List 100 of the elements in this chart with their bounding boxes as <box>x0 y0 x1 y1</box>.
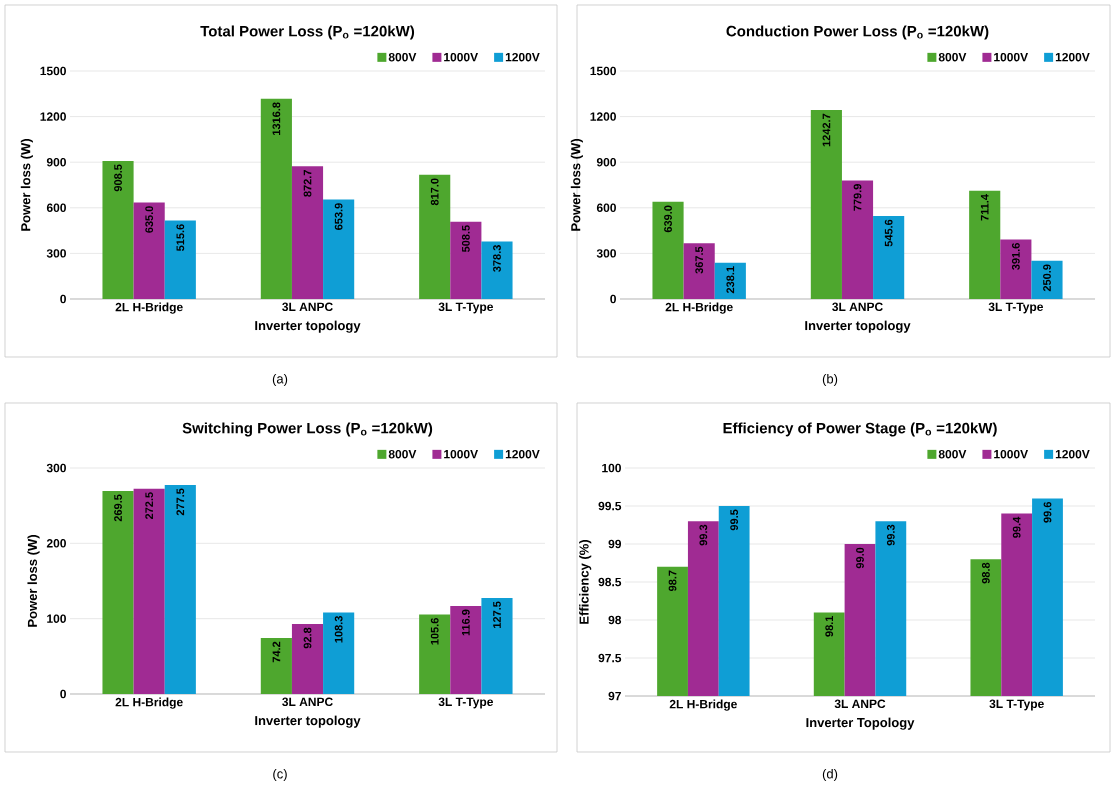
data-label: 1316.8 <box>272 102 281 135</box>
data-label: 99.5 <box>730 509 739 531</box>
y-tick-label: 99.5 <box>598 501 622 511</box>
bar <box>969 190 1001 299</box>
bar <box>810 110 842 299</box>
bar <box>1000 239 1032 299</box>
data-label: 367.5 <box>695 246 704 274</box>
chart-title: Switching Power Loss (P$_{o}$ =120kW) <box>182 422 433 437</box>
bar <box>450 221 482 299</box>
y-tick-label: 900 <box>46 157 66 167</box>
bar <box>481 597 513 694</box>
data-label: 711.4 <box>980 194 989 221</box>
chart-title: Total Power Loss (P$_{o}$ =120kW) <box>200 25 415 40</box>
data-label: 1242.7 <box>822 113 831 147</box>
data-label: 99.3 <box>886 524 895 546</box>
text: (b) <box>822 373 838 387</box>
data-label: 98.1 <box>825 615 834 637</box>
data-label: 272.5 <box>145 492 154 520</box>
x-tick-label: 3L ANPC <box>282 697 333 707</box>
bar <box>652 201 684 299</box>
data-label: 250.9 <box>1043 264 1051 292</box>
data-label: 92.8 <box>303 627 312 649</box>
bar <box>164 220 196 299</box>
y-tick-label: 97 <box>608 691 621 701</box>
chart-title: Conduction Power Loss (P$_{o}$ =120kW) <box>726 25 989 40</box>
bar <box>841 180 874 299</box>
legend-label: 1000V <box>994 449 1029 459</box>
data-label: 872.7 <box>303 170 312 197</box>
legend-label: 1200V <box>1055 52 1090 62</box>
x-tick-label: 3L T-Type <box>988 302 1043 314</box>
y-tick-label: 0 <box>60 294 66 304</box>
y-axis-title: Power loss (W) <box>20 139 33 231</box>
x-tick-label: 3L T-Type <box>438 697 493 709</box>
bar <box>450 605 482 694</box>
text: (d) <box>822 768 838 782</box>
bar <box>133 202 165 299</box>
x-tick-label: 2L H-Bridge <box>115 302 183 314</box>
legend-label: 800V <box>388 449 417 459</box>
legend-label: 1200V <box>1055 449 1090 459</box>
x-tick-label: 2L H-Bridge <box>665 302 733 314</box>
y-tick-label: 1200 <box>40 112 66 121</box>
x-tick-label: 3L ANPC <box>832 302 883 312</box>
data-label: 238.1 <box>726 266 735 294</box>
data-label: 508.5 <box>461 225 470 253</box>
data-label: 74.2 <box>272 641 281 663</box>
y-tick-label: 1200 <box>590 112 616 121</box>
data-label: 116.9 <box>461 609 470 636</box>
x-axis-title: Inverter topology <box>255 320 361 333</box>
y-tick-label: 0 <box>610 294 616 304</box>
y-tick-label: 0 <box>60 689 66 699</box>
bar <box>291 166 324 299</box>
y-tick-label: 99 <box>608 539 622 549</box>
y-tick-label: 98.5 <box>598 577 622 587</box>
legend-label: 1000V <box>444 449 479 459</box>
y-tick-label: 97.5 <box>598 653 622 663</box>
legend-label: 1000V <box>994 52 1029 62</box>
x-tick-label: 2L H-Bridge <box>669 699 737 711</box>
bar <box>291 624 324 694</box>
data-label: 908.5 <box>114 164 122 192</box>
data-label: 108.3 <box>334 616 343 643</box>
bar <box>419 614 451 694</box>
chart-title: Efficiency of Power Stage (P$_{o}$ =120kW) <box>723 422 997 437</box>
data-label: 98.7 <box>668 570 677 592</box>
data-label: 635.0 <box>145 206 154 233</box>
bar <box>873 216 905 299</box>
bar <box>260 638 292 694</box>
data-label: 127.5 <box>493 601 501 628</box>
bar <box>1031 260 1063 299</box>
x-tick-label: 2L H-Bridge <box>115 697 183 709</box>
data-label: 277.5 <box>176 488 185 516</box>
x-tick-label: 3L ANPC <box>834 699 886 709</box>
text: (c) <box>273 768 287 782</box>
bar <box>102 160 134 299</box>
legend-label: 800V <box>938 449 967 459</box>
x-axis-title: Inverter Topology <box>806 717 915 730</box>
data-label: 99.6 <box>1043 501 1052 523</box>
y-tick-label: 1500 <box>40 66 66 76</box>
bar <box>419 174 451 299</box>
data-label: 545.6 <box>884 219 893 247</box>
y-tick-label: 300 <box>46 249 66 258</box>
x-tick-label: 3L T-Type <box>989 699 1044 711</box>
data-label: 515.6 <box>176 224 185 251</box>
legend-label: 800V <box>938 52 967 62</box>
y-tick-label: 98 <box>608 615 622 625</box>
data-label: 99.3 <box>699 524 708 546</box>
y-axis-title: Efficiency (%) <box>579 540 592 624</box>
text: (a) <box>272 373 288 387</box>
data-label: 391.6 <box>1011 243 1020 270</box>
data-label: 639.0 <box>664 205 672 233</box>
bar <box>102 490 134 694</box>
y-tick-label: 100 <box>602 463 621 473</box>
data-label: 779.9 <box>853 184 862 211</box>
bar <box>260 98 292 299</box>
y-tick-label: 600 <box>596 203 616 213</box>
y-tick-label: 900 <box>596 157 616 167</box>
y-axis-title: Power loss (W) <box>27 535 40 627</box>
y-tick-label: 600 <box>46 203 66 213</box>
x-tick-label: 3L ANPC <box>282 302 333 312</box>
data-label: 98.8 <box>981 562 990 584</box>
y-tick-label: 300 <box>46 463 66 473</box>
